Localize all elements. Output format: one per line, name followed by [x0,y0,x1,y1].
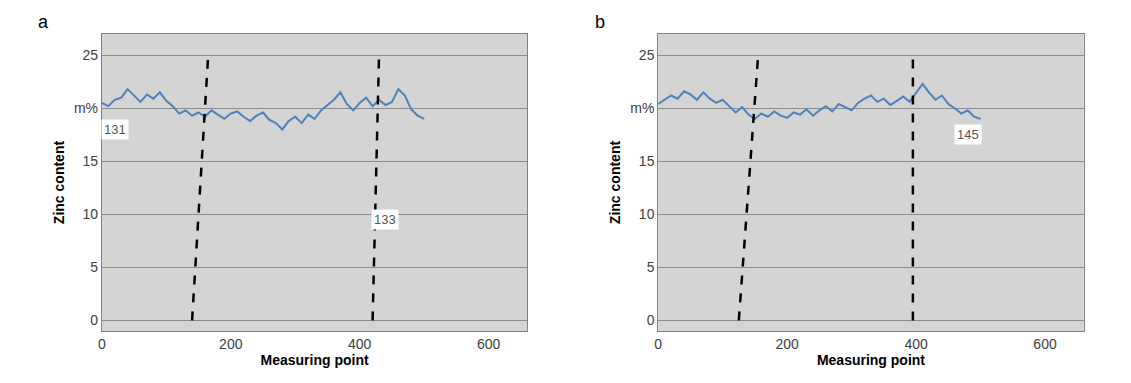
svg-text:5: 5 [647,259,655,275]
svg-text:0: 0 [647,312,655,328]
svg-text:10: 10 [639,206,655,222]
svg-text:200: 200 [219,336,243,352]
svg-text:b: b [595,12,605,32]
svg-text:a: a [38,12,49,32]
svg-text:0: 0 [98,336,106,352]
svg-text:0: 0 [90,312,98,328]
svg-text:Measuring point: Measuring point [261,352,369,368]
svg-text:15: 15 [639,153,655,169]
svg-text:m%: m% [630,100,654,116]
svg-text:Measuring point: Measuring point [817,352,925,368]
svg-text:m%: m% [74,100,98,116]
svg-text:133: 133 [374,212,396,227]
svg-text:25: 25 [639,47,655,63]
svg-text:10: 10 [82,206,98,222]
svg-text:600: 600 [477,336,501,352]
svg-text:15: 15 [82,153,98,169]
svg-text:600: 600 [1033,336,1057,352]
svg-text:25: 25 [82,47,98,63]
svg-text:200: 200 [775,336,799,352]
svg-text:0: 0 [654,336,662,352]
svg-text:400: 400 [348,336,372,352]
svg-text:145: 145 [957,127,979,142]
svg-text:131: 131 [104,122,126,137]
svg-text:Zinc content: Zinc content [607,141,623,225]
svg-text:400: 400 [904,336,928,352]
svg-text:5: 5 [90,259,98,275]
svg-text:Zinc content: Zinc content [51,141,67,225]
